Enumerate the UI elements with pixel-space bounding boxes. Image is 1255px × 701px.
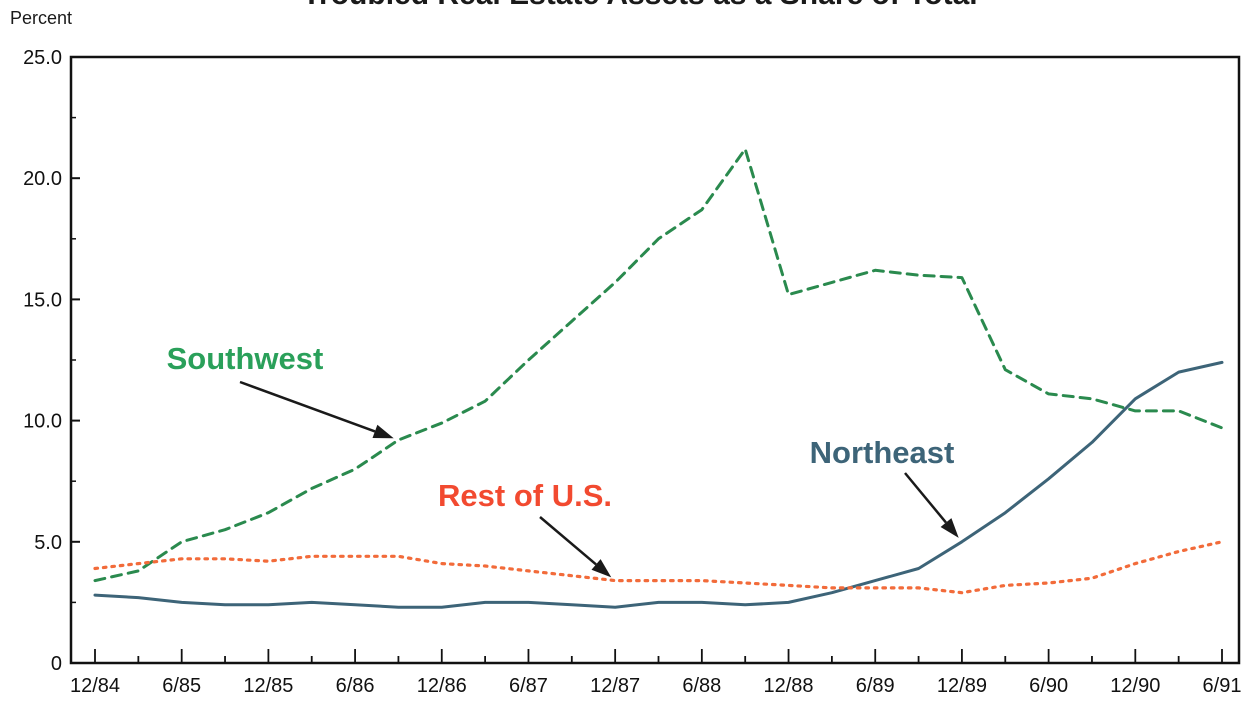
- annotation-arrowhead: [940, 518, 959, 538]
- x-tick-label: 6/90: [1029, 675, 1068, 697]
- annotation-label: Northeast: [810, 435, 955, 470]
- x-tick-label: 12/90: [1110, 675, 1160, 697]
- y-tick-label: 20.0: [23, 168, 62, 190]
- x-tick-label: 12/88: [764, 675, 814, 697]
- annotation-arrowhead: [372, 424, 394, 439]
- x-tick-label: 6/88: [682, 675, 721, 697]
- annotations: Southwest Northeast Rest of U.S.: [167, 341, 959, 578]
- y-axis-unit-label: Percent: [10, 8, 72, 28]
- series-lines: [93, 147, 1224, 609]
- annotation-arrow: [539, 516, 597, 566]
- x-tick-label: 6/91: [1203, 675, 1242, 697]
- y-tick-label: 0: [51, 653, 62, 675]
- series-line-northeast: [93, 360, 1224, 609]
- x-tick-label: 12/84: [70, 675, 120, 697]
- chart-title-fragment: Troubled Real Estate Assets as a Share o…: [302, 0, 977, 11]
- y-tick-label: 10.0: [23, 411, 62, 433]
- y-tick-label: 5.0: [34, 532, 62, 554]
- annotation-label: Rest of U.S.: [438, 478, 612, 513]
- x-axis: 12/84 6/85 12/85 6/86 12/86 6/87 12/87 6/88 12/8…: [70, 649, 1242, 697]
- x-tick-label: 6/87: [509, 675, 548, 697]
- x-tick-label: 12/86: [417, 675, 467, 697]
- y-axis: 0 5.0 10.0 15.0 20.0 25.0: [23, 47, 80, 675]
- annotation-arrow: [904, 472, 947, 524]
- y-tick-label: 15.0: [23, 289, 62, 311]
- y-tick-label: 25.0: [23, 47, 62, 69]
- x-tick-label: 12/89: [937, 675, 987, 697]
- annotation-label: Southwest: [167, 341, 324, 376]
- annotation-arrowhead: [591, 559, 612, 578]
- x-tick-label: 6/89: [856, 675, 895, 697]
- x-tick-label: 12/87: [590, 675, 640, 697]
- series-line-rest-of-u-s: [93, 540, 1224, 595]
- x-tick-label: 12/85: [243, 675, 293, 697]
- x-tick-label: 6/86: [336, 675, 375, 697]
- annotation-arrow: [239, 380, 376, 433]
- x-tick-label: 6/85: [162, 675, 201, 697]
- series-line-southwest: [93, 147, 1224, 583]
